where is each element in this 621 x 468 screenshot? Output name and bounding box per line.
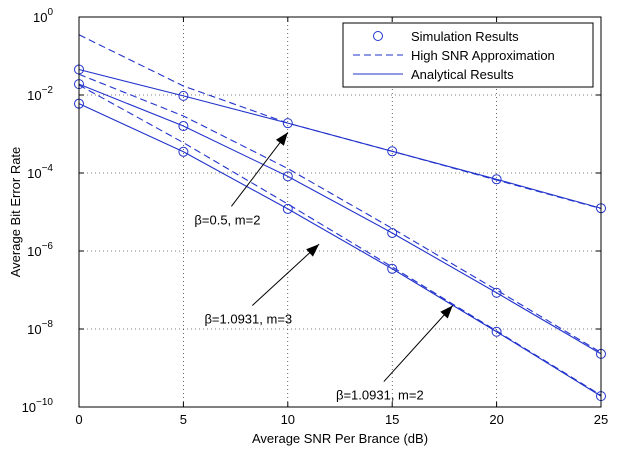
analytical-line [78, 83, 602, 355]
y-tick-label: 10−2 [27, 85, 53, 103]
simulation-marker [491, 326, 502, 337]
analytical-line [78, 68, 602, 209]
series-lines [78, 34, 602, 397]
annotation-arrowhead [440, 305, 453, 319]
legend-label: Simulation Results [411, 29, 519, 44]
x-axis-label: Average SNR Per Brance (dB) [252, 431, 428, 446]
legend-box [342, 22, 594, 88]
y-tick-label: 10−6 [27, 241, 53, 259]
simulation-marker [282, 171, 293, 182]
simulation-marker [491, 287, 502, 298]
x-tick-label: 5 [180, 412, 187, 427]
axis-ticks: 0 5 10 15 20 25 10−10 10−8 10−6 10−4 10−2 100 [22, 7, 609, 427]
legend-label: High SNR Approximation [411, 48, 555, 63]
approximation-line [78, 34, 602, 210]
simulation-marker [178, 90, 189, 101]
legend-marker-circle [373, 31, 383, 41]
annotation-arrow [231, 132, 289, 207]
annotation-arrowhead [275, 132, 288, 146]
annotations: β=0.5, m=2 β=1.0931, m=3 β=1.0931, m=2 [194, 132, 454, 403]
annotation-label: β=1.0931, m=3 [204, 312, 292, 327]
annotation-arrow [383, 305, 454, 382]
x-tick-label: 0 [75, 412, 82, 427]
y-tick-label: 100 [33, 7, 53, 25]
simulation-marker [178, 121, 189, 132]
x-tick-label: 10 [281, 412, 295, 427]
simulation-marker [387, 227, 398, 238]
y-tick-label: 10−10 [22, 397, 54, 415]
simulation-marker [491, 174, 502, 185]
simulation-marker [282, 203, 293, 214]
annotation-arrowhead [306, 244, 320, 257]
annotation-label: β=0.5, m=2 [194, 212, 260, 227]
x-tick-label: 20 [489, 412, 503, 427]
y-tick-label: 10−4 [27, 163, 53, 181]
annotation-label: β=1.0931, m=2 [336, 388, 424, 403]
y-tick-label: 10−8 [27, 319, 53, 337]
simulation-marker [387, 146, 398, 157]
x-tick-label: 25 [594, 412, 608, 427]
simulation-marker [282, 118, 293, 129]
annotation-arrow [251, 243, 320, 306]
legend-label: Analytical Results [411, 67, 514, 82]
approximation-line [78, 84, 602, 396]
legend: Simulation Results High SNR Approximation… [342, 22, 594, 88]
plot-area-frame [78, 16, 602, 408]
simulation-marker [387, 263, 398, 274]
analytical-line [78, 103, 602, 397]
x-tick-label: 15 [385, 412, 399, 427]
y-axis-label: Average Bit Error Rate [8, 147, 23, 278]
approximation-line [78, 73, 602, 353]
simulation-marker [178, 146, 189, 157]
